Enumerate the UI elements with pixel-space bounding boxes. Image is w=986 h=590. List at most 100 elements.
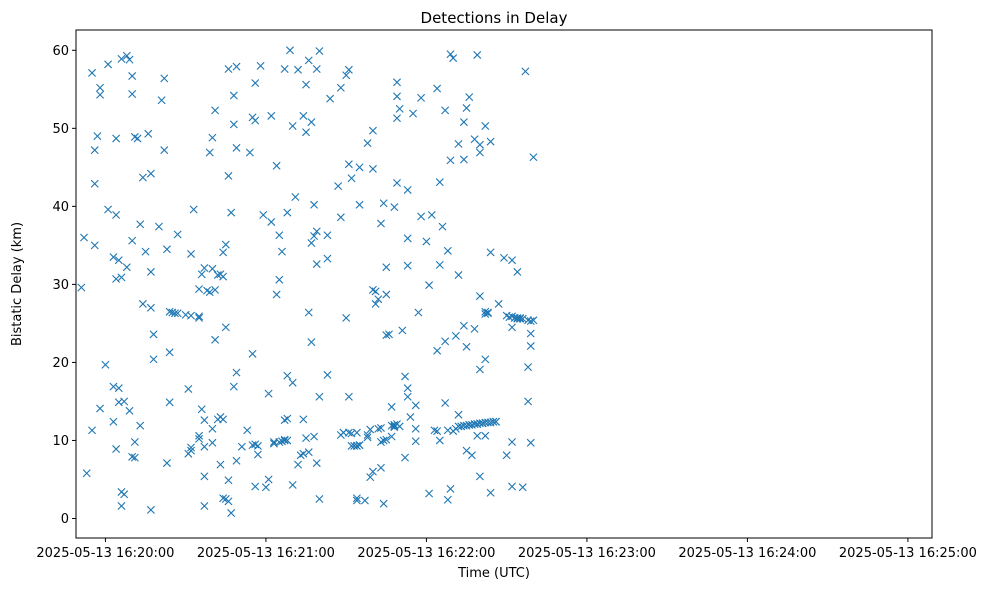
data-point: [403, 392, 412, 401]
data-point: [417, 93, 426, 102]
data-point: [93, 132, 102, 141]
data-series: [77, 46, 538, 518]
data-point: [454, 271, 463, 280]
data-point: [304, 448, 313, 457]
data-point: [323, 254, 332, 263]
data-point: [443, 495, 452, 504]
data-point: [508, 256, 517, 265]
y-tick-label: 10: [52, 434, 69, 449]
data-point: [376, 463, 385, 472]
data-point: [104, 60, 113, 69]
data-point: [267, 217, 276, 226]
data-point: [382, 263, 391, 272]
data-point: [363, 433, 372, 442]
data-point: [165, 398, 174, 407]
data-point: [275, 275, 284, 284]
data-point: [433, 427, 442, 436]
data-point: [398, 326, 407, 335]
data-point: [114, 384, 123, 393]
data-point: [304, 56, 313, 65]
data-point: [526, 317, 535, 326]
data-point: [446, 50, 455, 59]
data-point: [312, 65, 321, 74]
data-point: [104, 205, 113, 214]
data-point: [326, 94, 335, 103]
data-point: [149, 355, 158, 364]
data-point: [211, 106, 220, 115]
data-point: [508, 482, 517, 491]
data-point: [529, 153, 538, 162]
data-point: [195, 285, 204, 294]
data-point: [243, 426, 252, 435]
data-point: [229, 91, 238, 100]
data-point: [261, 483, 270, 492]
data-point: [430, 426, 439, 435]
y-tick-label: 20: [52, 356, 69, 371]
data-point: [130, 132, 139, 141]
data-point: [371, 299, 380, 308]
data-point: [508, 438, 517, 447]
data-point: [294, 65, 303, 74]
data-point: [248, 349, 257, 358]
data-point: [264, 475, 273, 484]
y-tick-label: 50: [52, 122, 69, 137]
data-point: [259, 210, 268, 219]
data-point: [382, 290, 391, 299]
data-point: [187, 249, 196, 258]
x-tick-label: 2025-05-13 16:24:00: [678, 546, 816, 561]
data-point: [441, 106, 450, 115]
data-point: [275, 438, 284, 447]
data-point: [251, 79, 260, 88]
y-tick-label: 40: [52, 200, 69, 215]
data-point: [366, 425, 375, 434]
data-point: [387, 432, 396, 441]
data-point: [138, 299, 147, 308]
data-point: [403, 261, 412, 270]
data-point: [379, 436, 388, 445]
data-point: [264, 389, 273, 398]
data-point: [302, 434, 311, 443]
data-point: [237, 442, 246, 451]
data-point: [352, 494, 361, 503]
data-point: [160, 74, 169, 83]
data-point: [355, 200, 364, 209]
data-point: [475, 148, 484, 157]
data-point: [272, 161, 281, 170]
data-point: [283, 208, 292, 217]
x-tick-label: 2025-05-13 16:23:00: [518, 546, 656, 561]
data-point: [197, 405, 206, 414]
data-point: [117, 54, 126, 63]
data-point: [187, 446, 196, 455]
data-point: [411, 424, 420, 433]
data-point: [227, 509, 236, 518]
x-tick-label: 2025-05-13 16:20:00: [36, 546, 174, 561]
data-point: [494, 299, 503, 308]
data-point: [267, 111, 276, 120]
data-point: [117, 273, 126, 282]
data-point: [475, 140, 484, 149]
data-point: [229, 382, 238, 391]
data-point: [344, 428, 353, 437]
data-point: [475, 472, 484, 481]
data-point: [146, 267, 155, 276]
data-point: [229, 120, 238, 129]
data-point: [219, 415, 228, 424]
data-point: [411, 401, 420, 410]
data-point: [344, 392, 353, 401]
data-point: [114, 256, 123, 265]
data-point: [286, 46, 294, 55]
data-point: [473, 50, 482, 59]
data-point: [130, 438, 139, 447]
data-point: [376, 423, 385, 432]
data-point: [473, 431, 482, 440]
data-point: [403, 234, 412, 243]
data-point: [141, 247, 150, 256]
data-point: [219, 272, 228, 281]
data-point: [425, 281, 434, 290]
data-point: [486, 488, 495, 497]
data-point: [310, 200, 319, 209]
data-point: [481, 121, 490, 130]
data-point: [272, 290, 281, 299]
data-point: [117, 502, 126, 510]
